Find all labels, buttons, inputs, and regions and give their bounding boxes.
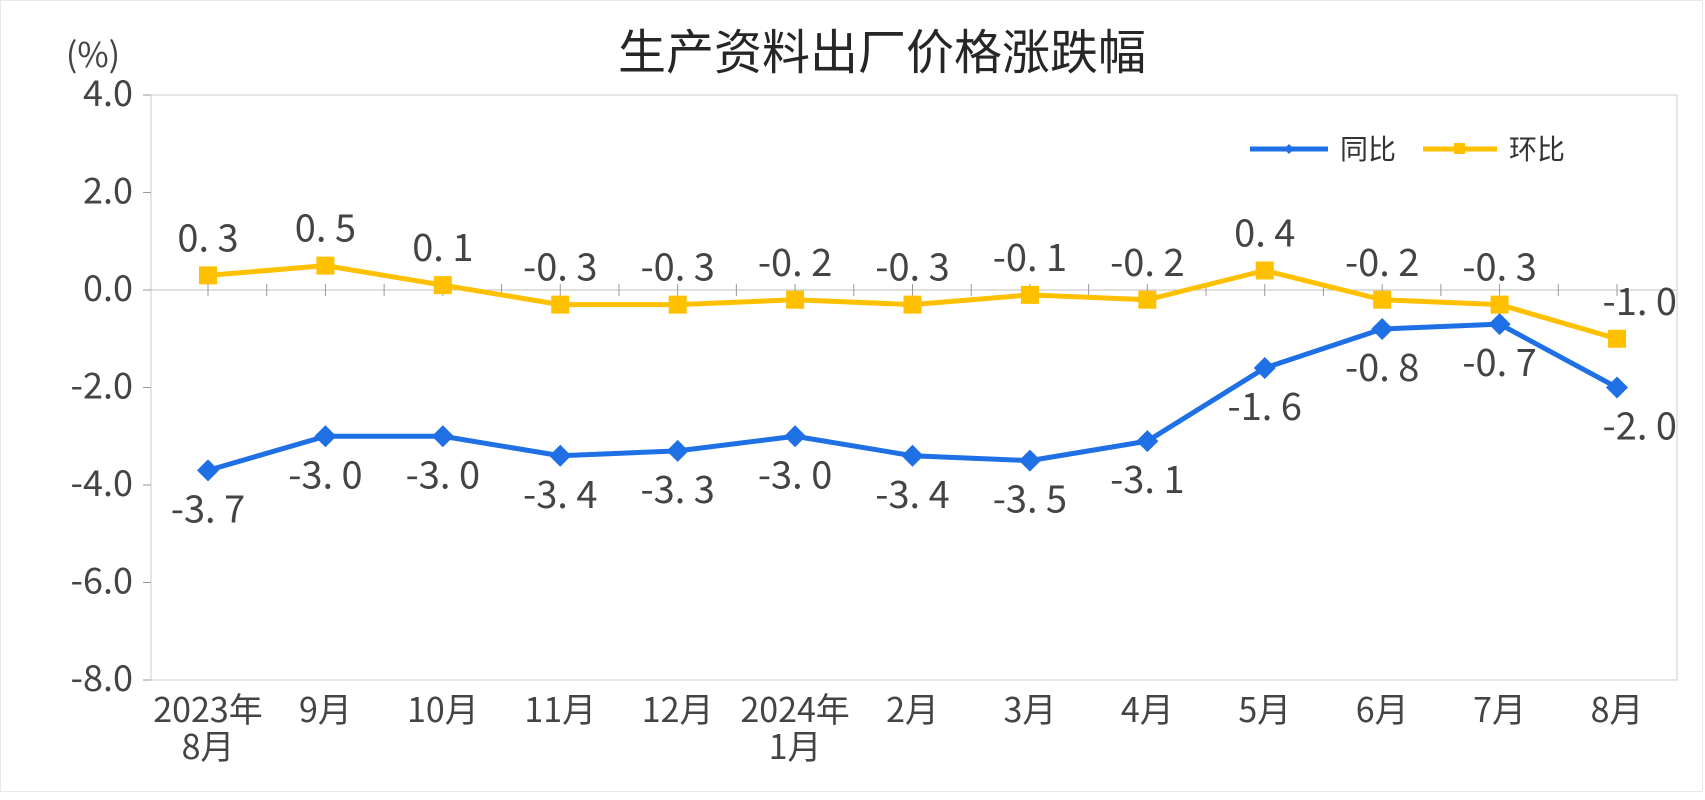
svg-text:6月: 6月 — [1356, 683, 1409, 732]
svg-text:-0. 2: -0. 2 — [1345, 232, 1419, 287]
svg-text:-3. 5: -3. 5 — [993, 469, 1067, 524]
svg-text:-2. 0: -2. 0 — [1603, 396, 1677, 451]
svg-text:-0. 2: -0. 2 — [758, 232, 832, 287]
svg-text:(%): (%) — [66, 28, 120, 77]
svg-text:-1. 6: -1. 6 — [1228, 376, 1302, 431]
svg-text:7月: 7月 — [1473, 683, 1526, 732]
svg-text:10月: 10月 — [407, 683, 479, 732]
svg-text:-8.0: -8.0 — [71, 650, 133, 702]
svg-text:0. 5: 0. 5 — [295, 198, 356, 253]
svg-text:-3. 3: -3. 3 — [640, 459, 714, 514]
svg-text:3月: 3月 — [1003, 683, 1056, 732]
svg-text:4月: 4月 — [1121, 683, 1174, 732]
svg-text:0. 4: 0. 4 — [1234, 203, 1295, 258]
svg-text:-0. 7: -0. 7 — [1462, 332, 1536, 387]
svg-text:2.0: 2.0 — [83, 163, 133, 215]
svg-text:8月: 8月 — [1591, 683, 1644, 732]
svg-text:-0. 3: -0. 3 — [875, 237, 949, 292]
svg-text:-0. 2: -0. 2 — [1110, 232, 1184, 287]
svg-text:-2.0: -2.0 — [71, 358, 133, 410]
svg-text:-3. 7: -3. 7 — [171, 478, 245, 533]
svg-text:-0. 3: -0. 3 — [1462, 237, 1536, 292]
svg-text:-3. 1: -3. 1 — [1110, 449, 1184, 504]
svg-text:-0. 3: -0. 3 — [523, 237, 597, 292]
svg-text:-0. 1: -0. 1 — [993, 227, 1067, 282]
svg-text:-3. 0: -3. 0 — [406, 444, 480, 499]
svg-text:8月: 8月 — [182, 720, 235, 769]
svg-text:-6.0: -6.0 — [71, 553, 133, 605]
svg-text:1月: 1月 — [769, 720, 822, 769]
svg-text:2月: 2月 — [886, 683, 939, 732]
svg-text:0. 1: 0. 1 — [412, 217, 473, 272]
svg-text:9月: 9月 — [299, 683, 352, 732]
svg-text:-0. 3: -0. 3 — [640, 237, 714, 292]
svg-text:-3. 4: -3. 4 — [523, 464, 597, 519]
svg-text:环比: 环比 — [1509, 128, 1565, 168]
svg-text:-3. 4: -3. 4 — [875, 464, 949, 519]
svg-text:-4.0: -4.0 — [71, 455, 133, 507]
svg-text:-3. 0: -3. 0 — [288, 444, 362, 499]
svg-text:-0. 8: -0. 8 — [1345, 337, 1419, 392]
svg-text:-1. 0: -1. 0 — [1603, 271, 1677, 326]
svg-text:生产资料出厂价格涨跌幅: 生产资料出厂价格涨跌幅 — [618, 13, 1146, 83]
svg-text:-3. 0: -3. 0 — [758, 444, 832, 499]
svg-text:11月: 11月 — [524, 683, 596, 732]
svg-text:0. 3: 0. 3 — [177, 207, 238, 262]
svg-text:12月: 12月 — [642, 683, 714, 732]
svg-text:同比: 同比 — [1340, 128, 1396, 168]
svg-text:0.0: 0.0 — [83, 260, 133, 312]
svg-text:5月: 5月 — [1238, 683, 1291, 732]
